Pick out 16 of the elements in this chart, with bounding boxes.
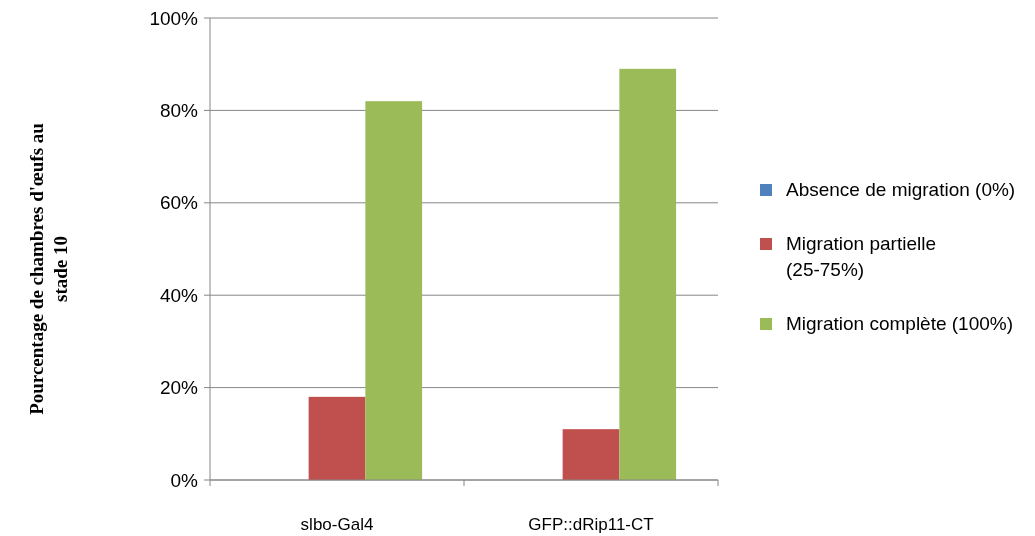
bar xyxy=(308,396,366,480)
bar xyxy=(562,429,620,480)
legend-label: Migration partielle (25-75%) xyxy=(786,233,936,280)
bar xyxy=(365,101,423,480)
x-tick-label: slbo-Gal4 xyxy=(300,515,374,534)
y-tick-label: 80% xyxy=(159,100,199,122)
legend-label: Absence de migration (0%) xyxy=(786,179,1016,200)
y-tick-label: 20% xyxy=(159,377,199,399)
y-tick-label: 40% xyxy=(159,284,199,306)
y-tick-label: 100% xyxy=(149,7,199,29)
bar xyxy=(619,68,677,480)
x-tick-label: GFP::dRip11-CT xyxy=(528,515,654,534)
y-tick-label: 0% xyxy=(170,469,199,491)
y-tick-label: 60% xyxy=(159,192,199,214)
y-axis-title: Pourcentage de chambres d'œufs au stade 10 xyxy=(26,122,71,415)
legend-label: Migration complète (100%) xyxy=(786,313,1014,334)
